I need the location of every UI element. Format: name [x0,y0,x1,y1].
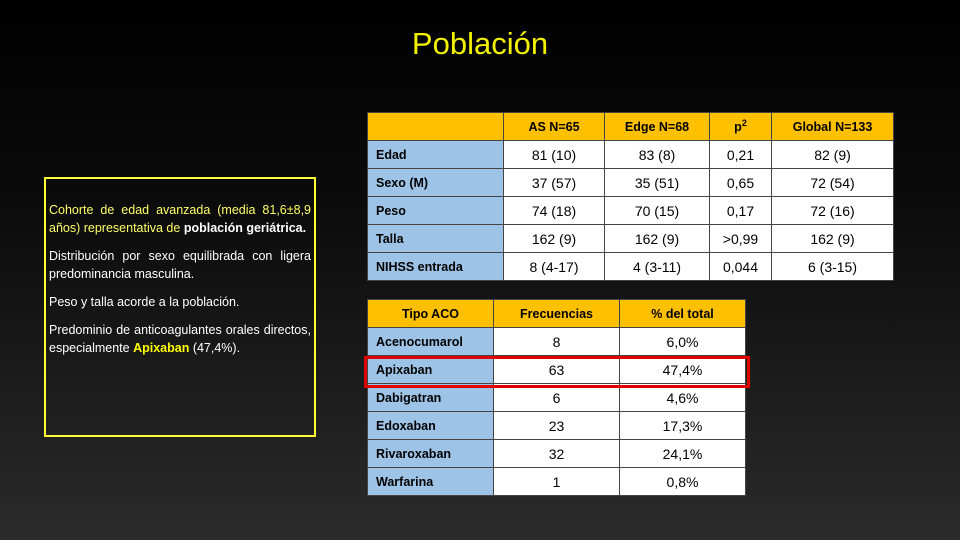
row-label: Talla [367,224,504,253]
table-row: Peso 74 (18) 70 (15) 0,17 72 (16) [367,196,894,225]
data-cell: 82 (9) [771,140,894,169]
data-cell: 162 (9) [503,224,605,253]
row-label: NIHSS entrada [367,252,504,281]
data-cell: 74 (18) [503,196,605,225]
header-sup: 2 [741,118,747,129]
data-cell: 8 [493,327,620,356]
summary-text: Distribución por sexo equilibrada con li… [49,249,311,281]
table-row: NIHSS entrada 8 (4-17) 4 (3-11) 0,044 6 (3-1… [367,252,894,281]
data-cell: 162 (9) [604,224,710,253]
data-cell: 0,65 [709,168,772,197]
summary-text: Predominio de anticoagulantes orales dir… [49,323,311,355]
data-cell: 63 [493,355,620,384]
row-label: Apixaban [367,355,494,384]
summary-text: (47,4%). [189,341,241,355]
summary-text: Cohorte de edad avanzada (media 81,6±8,9… [49,203,311,235]
data-cell: 162 (9) [771,224,894,253]
table-row: Sexo (M) 37 (57) 35 (51) 0,65 72 (54) [367,168,894,197]
data-cell: 8 (4-17) [503,252,605,281]
summary-paragraph: Predominio de anticoagulantes orales dir… [49,321,311,357]
row-label: Acenocumarol [367,327,494,356]
table-row: Edoxaban 23 17,3% [367,411,746,440]
data-cell: 72 (16) [771,196,894,225]
data-cell: 0,17 [709,196,772,225]
summary-text: Peso y talla acorde a la población. [49,295,240,309]
data-cell: 0,044 [709,252,772,281]
row-label: Rivaroxaban [367,439,494,468]
header-cell: Frecuencias [493,299,620,328]
anticoagulant-table: Tipo ACO Frecuencias% del total Acenocumar… [367,299,746,496]
data-cell: 6 (3-15) [771,252,894,281]
summary-paragraph: Peso y talla acorde a la población. [49,293,311,311]
data-cell: 35 (51) [604,168,710,197]
summary-text: Apixaban [133,341,190,355]
table-row: Rivaroxaban 32 24,1% [367,439,746,468]
header-row: AS N=65 Edge N=68 p2 Global N=133 [367,112,894,141]
summary-box: Cohorte de edad avanzada (media 81,6±8,9… [44,177,316,437]
data-cell: 1 [493,467,620,496]
highlight-box [364,356,750,388]
data-cell: 81 (10) [503,140,605,169]
data-cell: 23 [493,411,620,440]
row-label: Edad [367,140,504,169]
header-text: p [734,120,742,135]
data-cell: 0,8% [619,467,746,496]
data-cell: 70 (15) [604,196,710,225]
table-row: Warfarina 1 0,8% [367,467,746,496]
header-row: Tipo ACO Frecuencias% del total [367,299,746,328]
header-cell: Tipo ACO [367,299,494,328]
data-cell: 32 [493,439,620,468]
header-cell: % del total [619,299,746,328]
table-row: Apixaban 63 47,4% [367,355,746,384]
data-cell: 6,0% [619,327,746,356]
data-cell: 24,1% [619,439,746,468]
table-row: Acenocumarol 8 6,0% [367,327,746,356]
table-row: Edad 81 (10) 83 (8) 0,21 82 (9) [367,140,894,169]
table-row: Talla 162 (9) 162 (9) >0,99 162 (9) [367,224,894,253]
header-cell: AS N=65 [503,112,605,141]
slide-title: Población [411,26,549,61]
data-cell: 83 (8) [604,140,710,169]
data-cell: 47,4% [619,355,746,384]
summary-paragraph: Cohorte de edad avanzada (media 81,6±8,9… [49,201,311,237]
data-cell: >0,99 [709,224,772,253]
data-cell: 37 (57) [503,168,605,197]
summary-paragraph: Distribución por sexo equilibrada con li… [49,247,311,283]
data-cell: 4 (3-11) [604,252,710,281]
table-row: Dabigatran 6 4,6% [367,383,746,412]
row-label: Edoxaban [367,411,494,440]
patient-table: AS N=65 Edge N=68 p2 Global N=133 Edad 81 (10… [367,112,894,281]
data-cell: 17,3% [619,411,746,440]
data-cell: 0,21 [709,140,772,169]
row-label: Warfarina [367,467,494,496]
header-cell: Edge N=68 [604,112,710,141]
row-label: Sexo (M) [367,168,504,197]
data-cell: 72 (54) [771,168,894,197]
row-label: Peso [367,196,504,225]
header-cell: Global N=133 [771,112,894,141]
summary-text: población geriátrica. [183,221,307,235]
header-cell: p2 [709,112,772,141]
header-cell [367,112,504,141]
